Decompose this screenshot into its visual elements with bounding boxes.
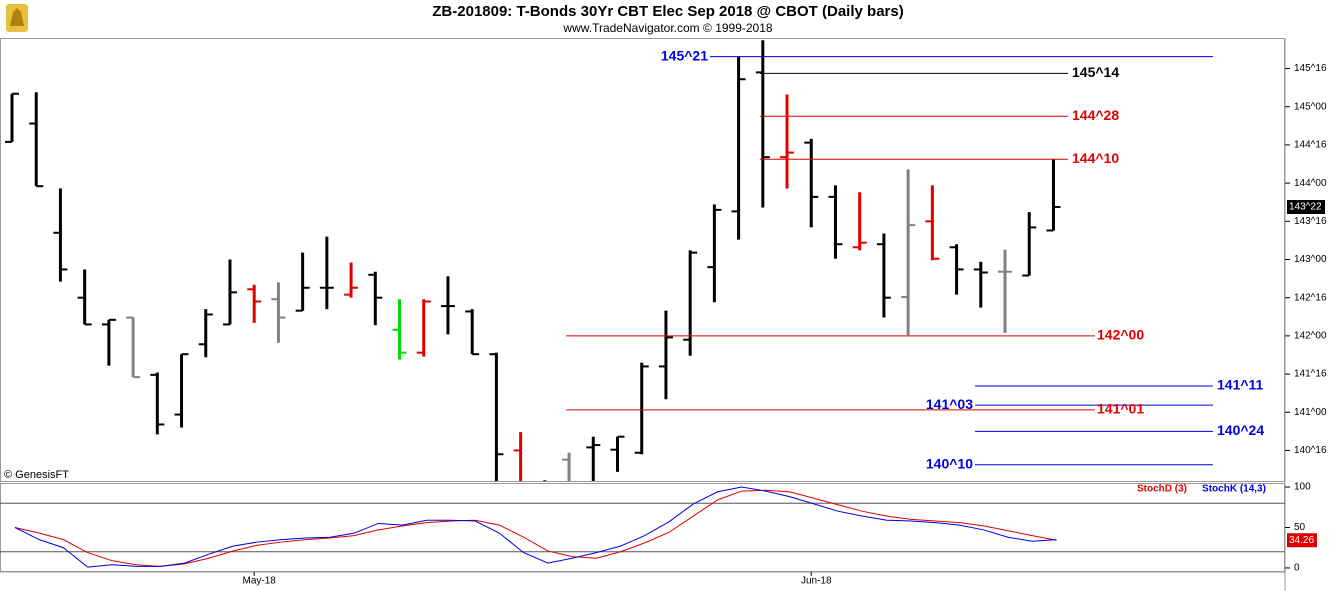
stoch-line [14,489,1057,567]
source-note: © GenesisFT [4,469,69,481]
level-label: 144^10 [1072,150,1119,166]
y-tick-label: 144^16 [1294,140,1327,151]
y-tick-label: 140^16 [1294,445,1327,456]
y-tick-label: 100 [1294,482,1311,493]
y-tick-label: 142^00 [1294,331,1327,342]
y-tick-label: 145^00 [1294,101,1327,112]
y-tick-label: 142^16 [1294,292,1327,303]
stoch-line [14,486,1057,568]
y-tick-label: 144^00 [1294,178,1327,189]
axes: 145^16 145^00 144^16 144^00 143^16 143^00 142^… [243,63,1327,586]
level-label: 140^24 [1217,422,1264,438]
level-label: 141^11 [1217,377,1264,393]
logo [6,4,28,32]
level-label: 144^28 [1072,107,1119,123]
last-value-label: 34.26 [1289,535,1314,546]
legend-entry: StochD (3) [1137,484,1187,495]
y-tick-label: 141^16 [1294,369,1327,380]
y-tick-label: 145^16 [1294,63,1327,74]
level-label: 145^21 [661,47,708,63]
y-tick-label: 143^00 [1294,254,1327,265]
stoch-plot [0,486,1285,568]
chart-title: ZB-201809: T-Bonds 30Yr CBT Elec Sep 201… [432,3,903,20]
last-price-label: 143^22 [1289,202,1322,213]
level-label: 141^01 [1097,401,1144,417]
legend-entry: StochK (14,3) [1202,484,1266,495]
x-tick-label: Jun-18 [801,576,832,587]
last-value-box [1287,533,1317,548]
level-label: 142^00 [1097,327,1144,343]
level-label: 141^03 [926,396,973,412]
y-tick-label: 50 [1294,522,1306,533]
y-tick-label: 141^00 [1294,407,1327,418]
x-tick-label: May-18 [243,576,277,587]
last-price-box [1287,199,1325,214]
level-label: 145^14 [1072,64,1119,80]
level-label: 140^10 [926,455,973,471]
chart-subtitle: www.TradeNavigator.com © 1999-2018 [562,21,772,35]
price-plot [5,40,1061,481]
y-tick-label: 143^16 [1294,216,1327,227]
y-tick-label: 0 [1294,563,1300,574]
